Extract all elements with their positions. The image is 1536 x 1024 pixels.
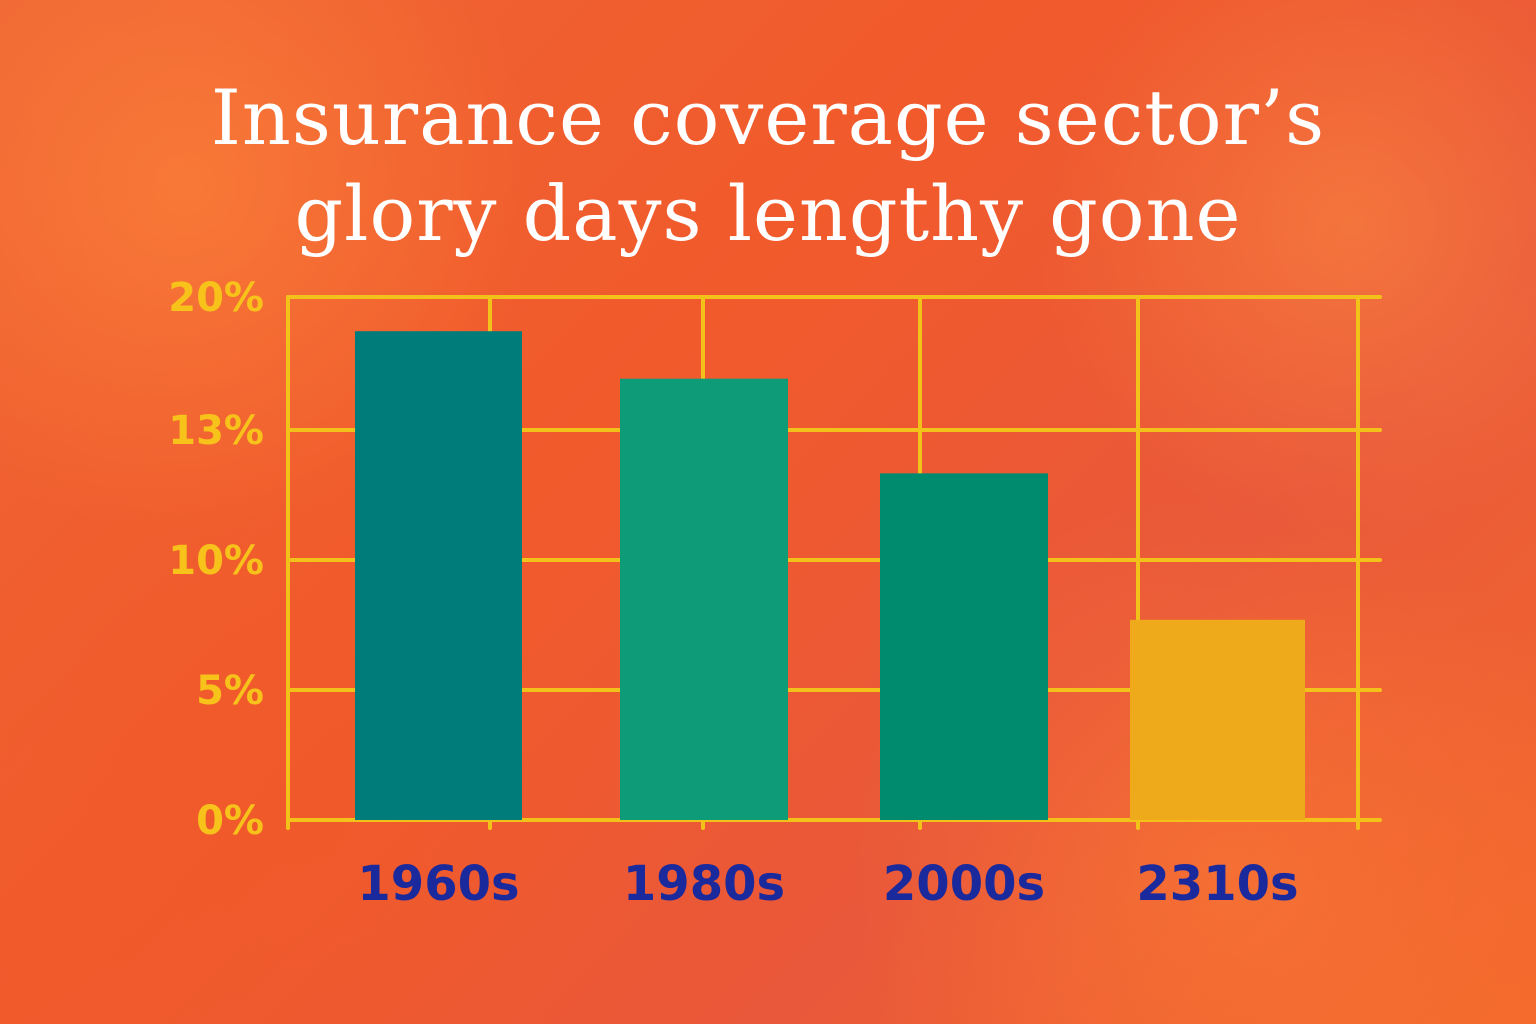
x-tick-label-2000s: 2000s: [883, 856, 1045, 912]
y-tick-label-3: 13%: [168, 408, 264, 454]
bars: [355, 331, 1305, 820]
x-axis-ticks: 1960s 1980s 2000s 2310s: [357, 856, 1298, 912]
bar-1980s: [620, 378, 788, 820]
y-tick-label-0: 0%: [196, 798, 264, 844]
bar-1960s: [355, 331, 522, 820]
bar-2000s: [880, 473, 1048, 820]
title-line-1: Insurance coverage sector’s: [210, 73, 1326, 162]
x-tick-label-1980s: 1980s: [623, 856, 785, 912]
x-tick-label-2310s: 2310s: [1136, 856, 1298, 912]
bar-2310s: [1130, 619, 1305, 820]
chart-title: Insurance coverage sector’s glory days l…: [0, 70, 1536, 262]
y-tick-label-2: 10%: [168, 538, 264, 584]
x-tick-label-1960s: 1960s: [357, 856, 519, 912]
y-tick-label-1: 5%: [196, 668, 264, 714]
title-line-2: glory days lengthy gone: [294, 169, 1242, 258]
y-axis-ticks: 0% 5% 10% 13% 20%: [168, 275, 264, 844]
y-tick-label-4: 20%: [168, 275, 264, 321]
